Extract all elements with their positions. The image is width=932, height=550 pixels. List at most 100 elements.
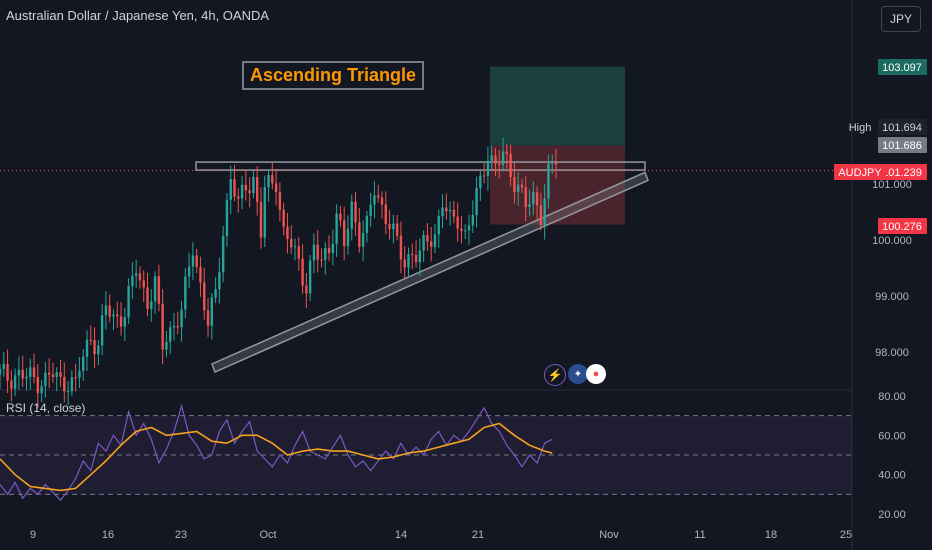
- rsi-tick-label: 80.00: [878, 391, 906, 403]
- candle-body: [259, 201, 263, 238]
- candle: [233, 165, 236, 202]
- candle-body: [104, 305, 108, 316]
- candle: [324, 242, 327, 275]
- candle: [206, 298, 210, 337]
- candle-body: [134, 273, 138, 276]
- candle: [407, 247, 410, 278]
- price-tag-value: 103.097: [882, 62, 922, 74]
- candle: [350, 194, 353, 241]
- candle-body: [184, 276, 187, 310]
- candle-body: [475, 188, 478, 215]
- candle: [331, 229, 335, 266]
- candle: [361, 220, 365, 262]
- candle: [21, 355, 24, 388]
- candle-body: [286, 226, 289, 240]
- candle-body: [142, 280, 145, 288]
- candle-body: [274, 183, 278, 193]
- candle: [59, 359, 62, 387]
- candle: [418, 238, 422, 276]
- price-tag-name-bg: [834, 164, 886, 180]
- candle: [498, 150, 501, 179]
- time-tick-label: 16: [102, 529, 114, 541]
- candle: [414, 240, 418, 268]
- candle-body: [490, 155, 493, 161]
- candle-body: [471, 214, 474, 226]
- candle-body: [2, 363, 5, 369]
- candle: [187, 252, 191, 289]
- candle: [172, 312, 176, 341]
- candle-body: [422, 235, 425, 251]
- candle-body: [0, 368, 2, 375]
- pattern-label[interactable]: Ascending Triangle: [242, 61, 425, 90]
- candle: [308, 254, 312, 301]
- candle-body: [551, 162, 554, 164]
- time-tick-label: 25: [840, 529, 852, 541]
- candle-body: [395, 223, 399, 236]
- candle: [237, 188, 240, 213]
- candle: [509, 144, 512, 187]
- flag-icon[interactable]: ✦: [568, 364, 588, 384]
- candle-body: [237, 196, 240, 199]
- candle-body: [350, 201, 353, 229]
- candle: [195, 248, 198, 274]
- candle-body: [267, 175, 270, 188]
- candle-body: [127, 286, 130, 318]
- currency-button[interactable]: JPY: [881, 6, 921, 32]
- candle: [146, 272, 149, 317]
- candle: [13, 368, 17, 396]
- candle: [51, 362, 55, 383]
- candle-body: [305, 285, 308, 294]
- candle-body: [516, 184, 520, 193]
- rsi-indicator-label[interactable]: RSI (14, close): [6, 401, 86, 415]
- candle: [229, 165, 232, 214]
- candle-body: [464, 230, 467, 232]
- candle-body: [482, 175, 486, 177]
- candle-body: [138, 273, 142, 281]
- candle: [516, 171, 520, 206]
- candle-body: [59, 372, 62, 377]
- candle: [501, 137, 505, 172]
- price-tick-label: 98.000: [875, 347, 909, 359]
- candle-body: [25, 376, 28, 379]
- candle-body: [244, 184, 248, 191]
- rsi-tick-label: 60.00: [878, 430, 906, 442]
- candle-body: [263, 187, 266, 238]
- candle-body: [554, 162, 558, 165]
- candle: [490, 145, 493, 170]
- candle: [191, 242, 195, 280]
- candle: [365, 211, 369, 243]
- candle: [70, 370, 74, 396]
- candle-body: [172, 325, 176, 328]
- candle: [339, 205, 342, 228]
- candle: [297, 236, 301, 271]
- candle: [335, 204, 338, 257]
- candle-body: [392, 223, 395, 230]
- candle-body: [543, 198, 546, 226]
- rsi-series-line: [0, 403, 553, 502]
- candle: [271, 162, 274, 190]
- price-tick-label: 100.000: [872, 235, 912, 247]
- candle: [82, 349, 85, 382]
- lightning-icon[interactable]: ⚡: [544, 364, 566, 386]
- candle-body: [520, 184, 524, 188]
- candle-body: [346, 228, 350, 246]
- candle-body: [70, 377, 74, 392]
- candle: [240, 175, 244, 210]
- price-tag-name: AUDJPY: [838, 167, 882, 179]
- candle-body: [452, 209, 456, 217]
- candle: [433, 224, 437, 253]
- candle-body: [426, 235, 429, 242]
- price-tick-label: 101.000: [872, 179, 912, 191]
- candle-body: [365, 215, 369, 233]
- candle: [554, 148, 558, 179]
- candle: [475, 176, 478, 228]
- candle: [119, 301, 123, 336]
- candle: [259, 187, 263, 249]
- candle: [44, 361, 47, 398]
- event-icon[interactable]: ●: [586, 364, 606, 384]
- candle-body: [308, 260, 312, 294]
- candle: [17, 356, 21, 390]
- candle: [320, 248, 323, 268]
- candle-body: [40, 386, 43, 394]
